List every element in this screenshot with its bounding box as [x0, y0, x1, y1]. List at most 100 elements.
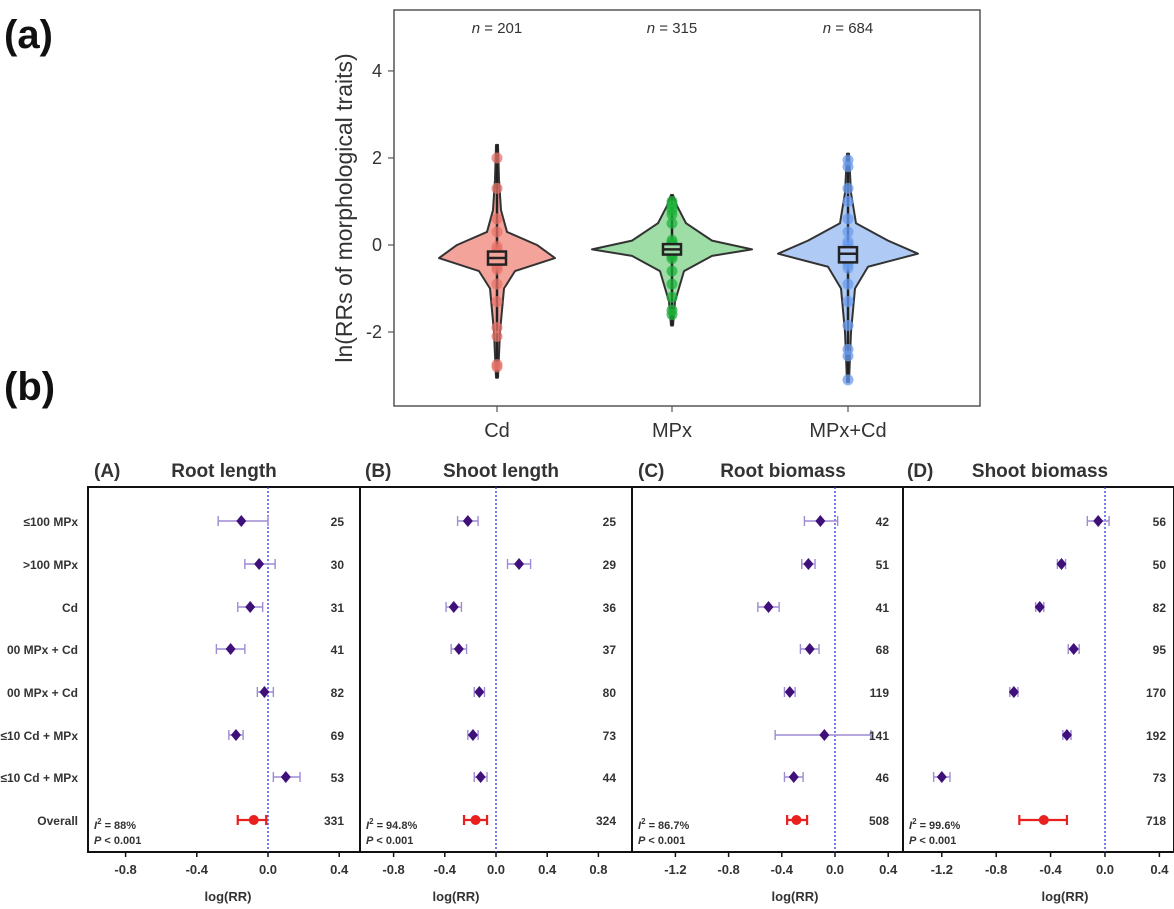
outlier-point	[843, 296, 854, 307]
estimate-point	[226, 643, 236, 655]
estimate-point	[937, 771, 947, 783]
estimate-point	[474, 686, 484, 698]
x-tick-label: 0.0	[1096, 862, 1114, 877]
x-tick-label: 0.8	[589, 862, 607, 877]
i2-stat: I2 = 88%	[94, 817, 136, 832]
row-label: 00 MPx + Cd	[7, 686, 78, 700]
overall-point	[1039, 815, 1049, 825]
sample-count: 69	[331, 729, 345, 743]
estimate-point	[468, 729, 478, 741]
i2-stat: I2 = 94.8%	[366, 817, 417, 832]
forest-frame	[360, 487, 632, 852]
y-tick-label: 0	[372, 235, 382, 255]
outlier-point	[843, 213, 854, 224]
outlier-point	[667, 309, 678, 320]
y-tick-label: -2	[366, 322, 382, 342]
i2-stat: I2 = 99.6%	[909, 817, 960, 832]
row-label: Cd	[62, 601, 78, 615]
x-axis-label: log(RR)	[205, 889, 252, 904]
x-tick-label: MPx	[652, 420, 692, 442]
sample-count: 324	[596, 814, 616, 828]
outlier-point	[843, 374, 854, 385]
y-axis-label: ln(RRs of morphological traits)	[331, 53, 357, 362]
forest-title: Shoot biomass	[972, 461, 1108, 482]
sample-count: 119	[870, 686, 890, 700]
outlier-point	[492, 361, 503, 372]
sample-count: 508	[869, 814, 889, 828]
sample-count: 73	[1153, 771, 1167, 785]
row-label: Overall	[37, 814, 78, 828]
estimate-point	[764, 601, 774, 613]
violin-panel: -2 0 2 4 ln(RRs of morphological traits) n = …	[331, 10, 980, 442]
sample-count: 31	[331, 601, 345, 615]
data-point	[492, 241, 503, 252]
overall-point	[249, 815, 259, 825]
sample-count: 95	[1153, 643, 1167, 657]
panel-label-a: (a)	[4, 13, 53, 57]
n-label-2: n = 684	[823, 20, 873, 37]
n-label-1: n = 315	[647, 20, 697, 37]
estimate-point	[463, 515, 473, 527]
x-axis-label: log(RR)	[433, 889, 480, 904]
estimate-point	[514, 558, 524, 570]
forest-panel-2: (C) Root biomass4251416811914146508I2 = 8…	[632, 461, 903, 904]
estimate-point	[803, 558, 813, 570]
x-tick-label: 0.4	[879, 862, 898, 877]
forest-frame	[88, 487, 360, 852]
sample-count: 56	[1153, 515, 1167, 529]
sample-count: 50	[1153, 558, 1167, 572]
estimate-point	[281, 771, 291, 783]
outlier-point	[843, 161, 854, 172]
forest-panel-tag: (B)	[365, 461, 391, 482]
estimate-point	[245, 601, 255, 613]
sample-count: 51	[876, 558, 890, 572]
sample-count: 68	[876, 643, 890, 657]
x-axis-label: log(RR)	[1042, 889, 1089, 904]
x-tick-label: -1.2	[664, 862, 686, 877]
forest-panel-3: (D) Shoot biomass 56 50 82 95 170 192 73 718 I2 = …	[903, 461, 1174, 904]
sample-count: 80	[603, 686, 617, 700]
row-label: ≤10 Cd + MPx	[0, 771, 78, 785]
p-stat: P < 0.001	[638, 835, 685, 847]
forest-panel-tag: (C)	[638, 461, 664, 482]
p-stat: P < 0.001	[909, 835, 956, 847]
estimate-point	[789, 771, 799, 783]
data-point	[843, 236, 854, 247]
x-tick-label: MPx+Cd	[809, 420, 886, 442]
panel-label-b: (b)	[4, 365, 55, 409]
forest-title: Shoot length	[443, 461, 559, 482]
outlier-point	[667, 279, 678, 290]
outlier-point	[492, 296, 503, 307]
x-tick-label: -0.8	[114, 862, 136, 877]
x-tick-label: 0.4	[538, 862, 557, 877]
p-stat: P < 0.001	[366, 835, 413, 847]
x-tick-label: 0.4	[330, 862, 349, 877]
row-label: ≤10 Cd + MPx	[0, 729, 78, 743]
row-label: 00 MPx + Cd	[7, 643, 78, 657]
estimate-point	[449, 601, 459, 613]
i2-stat: I2 = 86.7%	[638, 817, 689, 832]
forest-frame	[903, 487, 1174, 852]
outlier-point	[492, 152, 503, 163]
y-tick-label: 4	[372, 61, 382, 81]
x-tick-label: 0.0	[259, 862, 277, 877]
estimate-point	[454, 643, 464, 655]
row-label: ≤100 MPx	[23, 515, 78, 529]
sample-count: 141	[869, 729, 889, 743]
estimate-point	[815, 515, 825, 527]
forest-panels: ≤100 MPx >100 MPx Cd 00 MPx + Cd 00 MPx + Cd…	[0, 461, 1174, 904]
sample-count: 30	[331, 558, 345, 572]
x-tick-label: -1.2	[931, 862, 953, 877]
sample-count: 82	[331, 686, 345, 700]
sample-count: 29	[603, 558, 617, 572]
x-tick-label: -0.8	[717, 862, 739, 877]
sample-count: 53	[331, 771, 345, 785]
outlier-point	[667, 292, 678, 303]
forest-panel-0: (A) Root length25303141826953331I2 = 88%P…	[88, 461, 360, 904]
estimate-point	[805, 643, 815, 655]
outlier-point	[492, 213, 503, 224]
sample-count: 46	[876, 771, 890, 785]
x-tick-label: Cd	[484, 420, 510, 442]
forest-frame	[632, 487, 903, 852]
sample-count: 36	[603, 601, 617, 615]
